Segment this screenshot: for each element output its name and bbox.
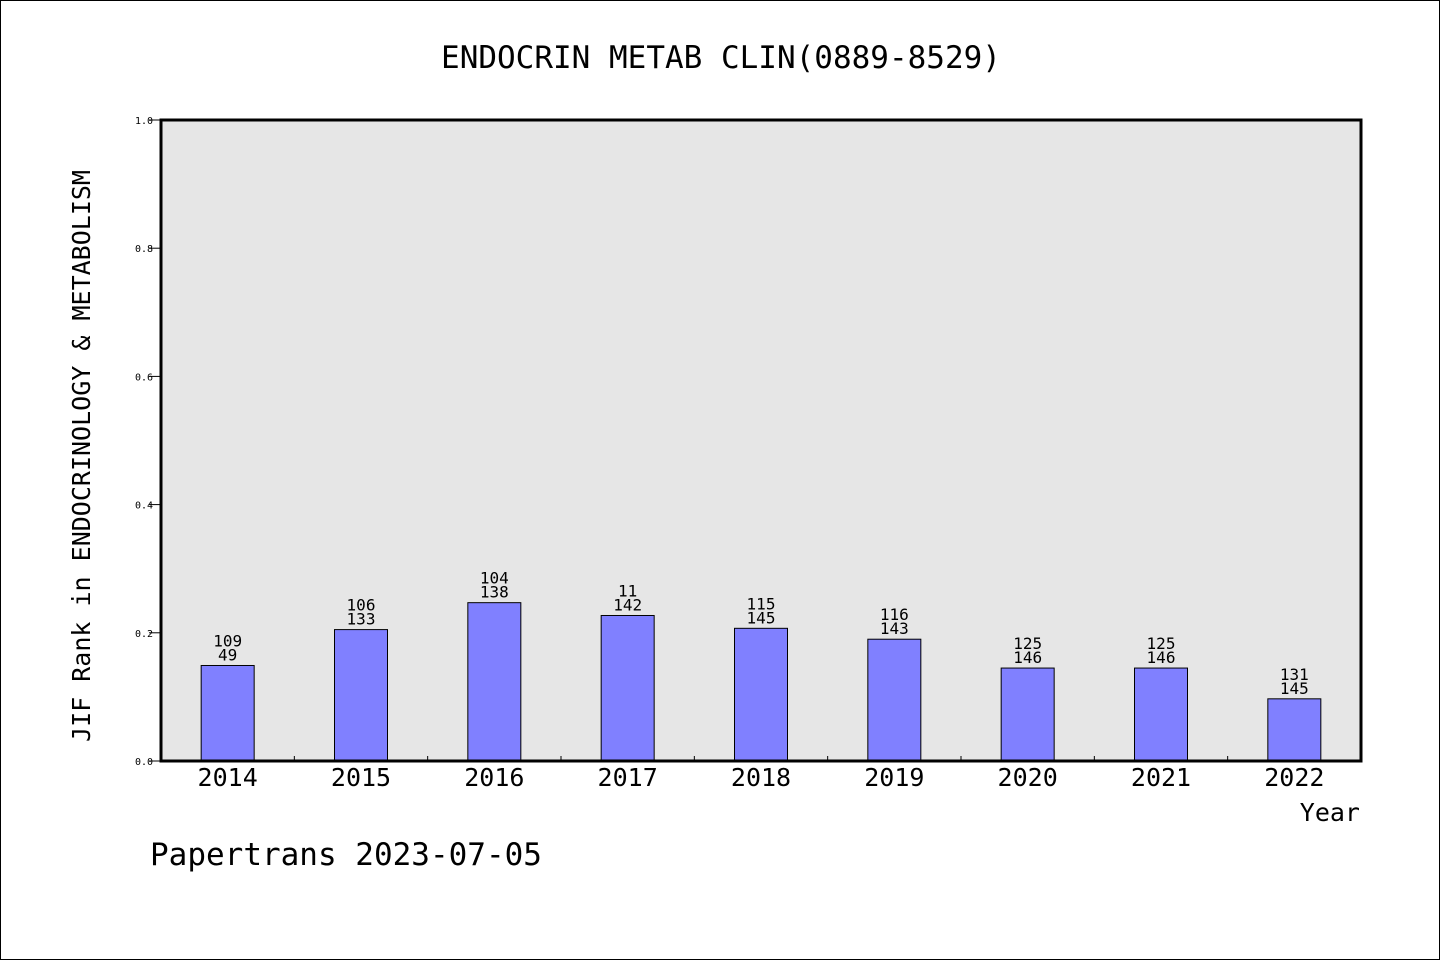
bar xyxy=(200,664,255,762)
plot-border xyxy=(159,118,1363,763)
chart-title: ENDOCRIN METAB CLIN(0889-8529) xyxy=(441,40,1001,76)
rank-label: 125 xyxy=(1013,634,1042,653)
rank-label: 109 xyxy=(213,631,242,650)
bar xyxy=(867,638,922,762)
y-axis-label: JIF Rank in ENDOCRINOLOGY & METABOLISM xyxy=(67,170,96,742)
rank-label: 115 xyxy=(747,594,776,613)
rank-label: 125 xyxy=(1147,634,1176,653)
total-label: 133 xyxy=(347,610,376,629)
y-tick-label: 0.4 xyxy=(135,501,153,512)
total-label: 49 xyxy=(218,645,237,664)
total-label: 143 xyxy=(880,619,909,638)
y-tick-label: 0.0 xyxy=(135,757,153,768)
x-tick-label: 2019 xyxy=(864,763,924,792)
total-label: 138 xyxy=(480,583,509,602)
x-tick-label: 2020 xyxy=(998,763,1058,792)
y-tick-label: 0.2 xyxy=(135,629,153,640)
total-label: 146 xyxy=(1147,648,1176,667)
bar xyxy=(734,627,788,762)
rank-label: 106 xyxy=(347,596,376,615)
x-tick-label: 2015 xyxy=(331,763,391,792)
bar xyxy=(334,629,388,762)
x-tick-label: 2018 xyxy=(731,763,791,792)
total-label: 145 xyxy=(747,608,776,627)
rank-label: 116 xyxy=(880,605,909,624)
footer-credit: Papertrans 2023-07-05 xyxy=(150,837,542,873)
total-label: 146 xyxy=(1013,648,1042,667)
y-tick-label: 0.6 xyxy=(135,372,153,383)
total-label: 145 xyxy=(1280,679,1309,698)
y-axis: 0.0 0.2 0.4 0.6 0.8 1.0 xyxy=(135,116,161,768)
x-tick-label: 2017 xyxy=(598,763,658,792)
x-tick-label: 2021 xyxy=(1131,763,1191,792)
bar xyxy=(1134,667,1188,762)
x-axis: 2014 2015 2016 2017 2018 2019 2020 2021 2022 xyxy=(198,756,1324,792)
x-tick-label: 2014 xyxy=(198,763,258,792)
rank-label: 131 xyxy=(1280,665,1309,684)
bar xyxy=(1267,698,1322,762)
x-axis-label: Year xyxy=(1300,798,1360,827)
bar xyxy=(467,602,522,762)
total-label: 142 xyxy=(613,595,642,614)
bar xyxy=(600,614,655,762)
y-tick-label: 0.8 xyxy=(135,244,153,255)
x-tick-label: 2016 xyxy=(464,763,524,792)
rank-label: 104 xyxy=(480,569,509,588)
x-tick-label: 2022 xyxy=(1264,763,1324,792)
bar xyxy=(1000,667,1055,762)
y-tick-label: 1.0 xyxy=(135,116,153,127)
rank-label: 11 xyxy=(618,581,637,600)
